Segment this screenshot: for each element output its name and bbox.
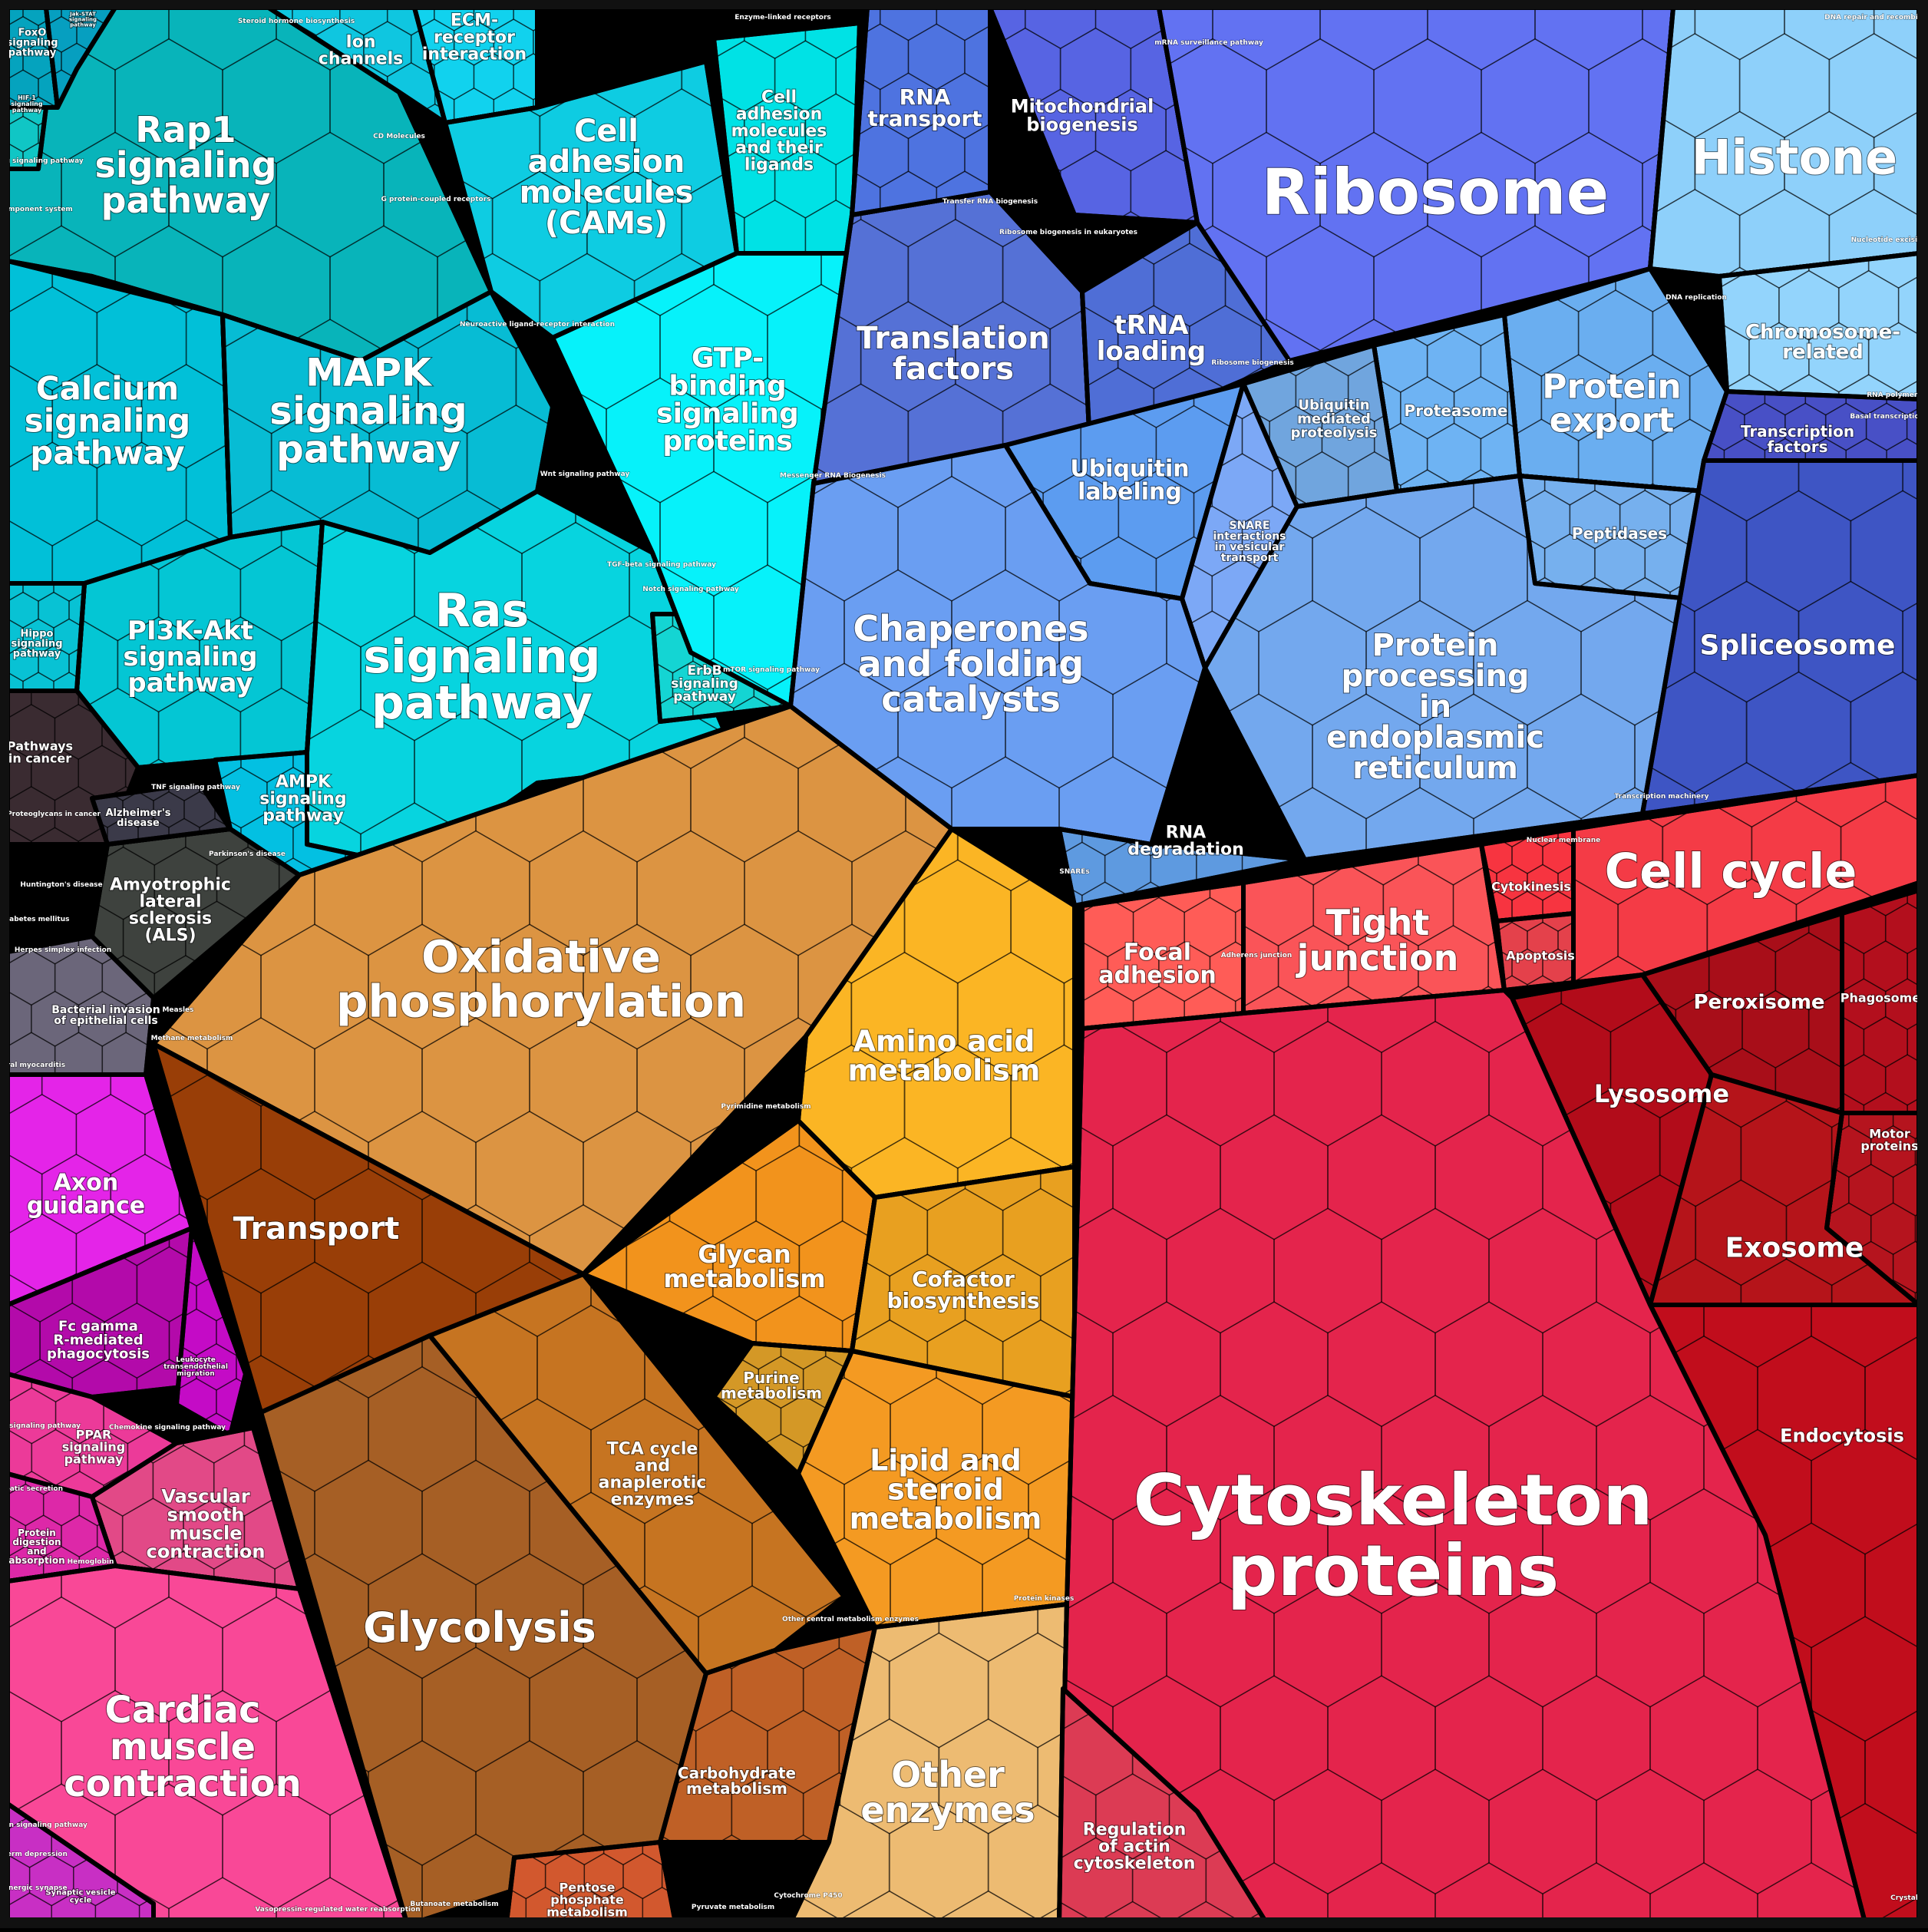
small-label: Pyrimidine metabolism — [721, 1103, 810, 1111]
small-label: Messenger RNA Biogenesis — [780, 472, 886, 480]
small-label: CD Molecules — [373, 133, 425, 140]
small-label: mRNA surveillance pathway — [1154, 39, 1263, 47]
small-label: Chemokine signaling pathway — [109, 1424, 226, 1432]
small-label: G protein-coupled receptors — [381, 196, 490, 203]
small-label: Proteoglycans in cancer — [7, 811, 101, 818]
region-label-endo: Endocytosis — [1780, 1425, 1904, 1446]
region-label-exo: Exosome — [1725, 1233, 1864, 1264]
region-label-cytok: Cytokinesis — [1491, 880, 1571, 894]
small-label: Parkinson's disease — [209, 850, 286, 858]
small-label: DNA repair and recombination proteins — [1824, 14, 1928, 21]
small-label: Transcription machinery — [1615, 793, 1709, 801]
small-label: Dopaminergic synapse — [0, 1884, 68, 1892]
small-label: Neurotrophin signaling pathway — [0, 1821, 87, 1829]
small-label: Steroid hormone biosynthesis — [238, 18, 355, 25]
small-label: Two-component system — [0, 206, 73, 213]
small-label: Ribosome biogenesis — [1211, 359, 1293, 367]
small-label: Type I diabetes mellitus — [0, 916, 69, 923]
small-label: SNAREs — [1059, 868, 1089, 876]
small-label: mTOR signaling pathway — [723, 666, 820, 674]
small-label: Long-term depression — [0, 1851, 68, 1858]
small-label: Neuroactive ligand-receptor interaction — [460, 321, 615, 329]
region-label-phago: Phagosome — [1841, 991, 1921, 1006]
small-label: Hedgehog signaling pathway — [0, 157, 84, 165]
region-label-splice: Spliceosome — [1700, 630, 1896, 662]
region-label-protea: Proteasome — [1405, 401, 1508, 420]
small-label: TNF signaling pathway — [151, 784, 240, 791]
region-label-ribosome: Ribosome — [1262, 157, 1609, 230]
small-label: Pyruvate metabolism — [692, 1904, 774, 1911]
small-label: TGF-beta signaling pathway — [607, 561, 716, 569]
region-label-pept: Peptidases — [1572, 524, 1667, 543]
region-label-cellcyc: Cell cycle — [1605, 844, 1857, 900]
small-label: Nucleotide excision repair — [1851, 236, 1928, 244]
small-label: Herpes simplex infection — [15, 946, 111, 954]
small-label: Methane metabolism — [151, 1035, 233, 1042]
small-label: Huntington's disease — [20, 881, 102, 889]
small-label: Measles — [162, 1006, 193, 1014]
region-label-transport: Transport — [233, 1211, 400, 1247]
small-label: Ribosome biogenesis in eukaryotes — [999, 229, 1137, 236]
small-label: Wnt signaling pathway — [540, 471, 630, 478]
small-label: Insulin signaling pathway — [0, 1422, 81, 1430]
small-label: Notch signaling pathway — [642, 586, 739, 593]
small-label: Enzyme-linked receptors — [735, 14, 831, 21]
small-label: Nuclear membrane — [1527, 837, 1600, 844]
small-label: Basal transcription factors — [1850, 413, 1928, 421]
small-label: Cytochrome P450 — [774, 1892, 842, 1900]
region-label-perox: Peroxisome — [1693, 991, 1824, 1014]
small-label: Protein kinases — [1014, 1595, 1075, 1603]
region-label-glycolysis: Glycolysis — [363, 1603, 596, 1652]
region-label-lyso: Lysosome — [1594, 1079, 1729, 1108]
small-label: Butanoate metabolism — [410, 1901, 498, 1908]
region-label-apopt: Apoptosis — [1506, 949, 1574, 963]
small-label: Pancreatic secretion — [0, 1485, 63, 1493]
small-label: Hemoglobin — [68, 1558, 114, 1566]
small-label: Adherens junction — [1221, 952, 1292, 959]
small-label: Vasopressin-regulated water reabsorption — [255, 1906, 420, 1914]
small-label: DNA replication — [1666, 294, 1727, 302]
region-label-histone: Histone — [1692, 130, 1897, 186]
small-label: Other central metabolism enzymes — [782, 1616, 919, 1623]
small-label: Transfer RNA biogenesis — [943, 198, 1038, 206]
small-label: Viral myocarditis — [0, 1062, 65, 1069]
